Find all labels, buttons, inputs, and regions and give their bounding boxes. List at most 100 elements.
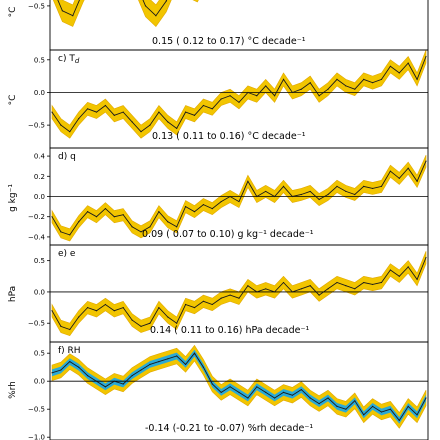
data-point [158, 306, 160, 309]
data-point [165, 0, 167, 2]
data-point [371, 405, 374, 407]
data-point [167, 358, 169, 360]
y-tick-label: 0.0 [34, 288, 45, 296]
data-point [140, 369, 142, 371]
data-point [122, 306, 124, 309]
data-point [51, 216, 53, 218]
plot-area [50, 251, 428, 337]
data-point [354, 400, 356, 402]
data-point [131, 226, 133, 228]
data-point [407, 266, 409, 268]
data-point [300, 88, 302, 90]
data-point [282, 185, 285, 187]
data-point [327, 288, 329, 290]
data-point [144, 5, 147, 7]
data-point [61, 10, 63, 12]
data-point [309, 190, 311, 193]
plot-area [50, 50, 428, 139]
data-point [51, 372, 53, 374]
panel-label-subscript: d [75, 57, 80, 65]
data-point [211, 383, 213, 385]
y-tick-label: −0.5 [28, 2, 45, 10]
data-point [95, 310, 98, 312]
data-point [309, 82, 311, 84]
data-point [363, 78, 365, 80]
data-point [184, 111, 187, 113]
data-point [389, 170, 391, 172]
data-point [211, 108, 213, 110]
panel-2: 0.5 0.0 −0.5 °C c) Td 0.13 ( 0.11 to 0.16) °C… [8, 49, 429, 149]
data-point [113, 380, 115, 382]
y-tick-label: 0.4 [34, 153, 46, 161]
uncertainty-band [51, 50, 427, 139]
data-point [122, 214, 124, 216]
data-point [274, 195, 276, 198]
data-point [238, 391, 240, 393]
data-point [60, 124, 62, 126]
data-point [158, 361, 160, 363]
data-point [318, 198, 320, 201]
y-tick-label: 0.5 [34, 350, 45, 358]
data-point [398, 275, 400, 277]
panel-1: −0.5 °C 0.15 ( 0.12 to 0.17) °C decade⁻¹ [8, 0, 429, 51]
data-point [309, 285, 311, 287]
data-point [327, 193, 329, 196]
data-point [345, 408, 347, 410]
panel-3: 0.4 0.2 0.0 −0.2 −0.4 g kg⁻¹ d) q 0.09 ( 0.07 t… [8, 147, 429, 246]
trend-annotation: 0.15 ( 0.12 to 0.17) °C decade⁻¹ [152, 36, 306, 47]
y-axis-label: °C [8, 95, 18, 106]
data-point [291, 291, 294, 293]
data-point [60, 369, 62, 371]
data-point [184, 206, 187, 208]
trend-annotation: 0.14 ( 0.11 to 0.16) hPa decade⁻¹ [150, 325, 309, 336]
plot-area [50, 344, 428, 429]
data-point [69, 131, 71, 133]
data-point [202, 203, 204, 206]
data-point [389, 408, 391, 410]
data-point [122, 111, 124, 113]
data-point [69, 328, 71, 331]
data-point [407, 405, 409, 407]
data-point [72, 15, 74, 17]
panel-label: f) RH [58, 346, 81, 356]
data-point [176, 322, 178, 324]
data-point [149, 322, 151, 324]
data-point [380, 78, 383, 80]
trend-annotation: 0.13 ( 0.11 to 0.16) °C decade⁻¹ [152, 131, 306, 142]
data-point [140, 231, 142, 233]
data-point [78, 316, 80, 318]
data-point [425, 397, 427, 399]
data-point [274, 397, 276, 399]
data-point [176, 355, 178, 357]
data-point [149, 226, 151, 228]
panel-frame [49, 341, 429, 440]
data-point [149, 124, 151, 126]
data-point [104, 208, 107, 210]
data-point [380, 185, 383, 187]
data-point [155, 15, 157, 17]
data-point [95, 216, 98, 218]
data-point [202, 366, 204, 368]
data-point [193, 114, 196, 116]
panel-label: c) Td [58, 54, 80, 65]
data-point [202, 104, 204, 107]
data-point [247, 91, 249, 94]
data-point [371, 187, 374, 190]
series-line [57, 0, 168, 17]
data-point [193, 352, 196, 354]
data-point [238, 101, 240, 103]
data-point [69, 361, 71, 363]
data-point [87, 108, 89, 110]
data-point [265, 288, 267, 290]
y-axis-label: %rh [8, 381, 18, 399]
data-point [113, 114, 115, 116]
data-point [282, 281, 285, 284]
data-point [220, 391, 222, 393]
panel-label: d) q [58, 152, 76, 162]
data-point [131, 375, 133, 377]
data-point [202, 300, 204, 302]
panel-4: 0.5 0.0 −0.5 hPa e) e 0.14 ( 0.11 to 0.16) hP… [8, 244, 429, 343]
data-point [398, 419, 400, 421]
y-tick-label: 0.0 [34, 193, 45, 201]
y-tick-label: 0.5 [34, 56, 45, 64]
